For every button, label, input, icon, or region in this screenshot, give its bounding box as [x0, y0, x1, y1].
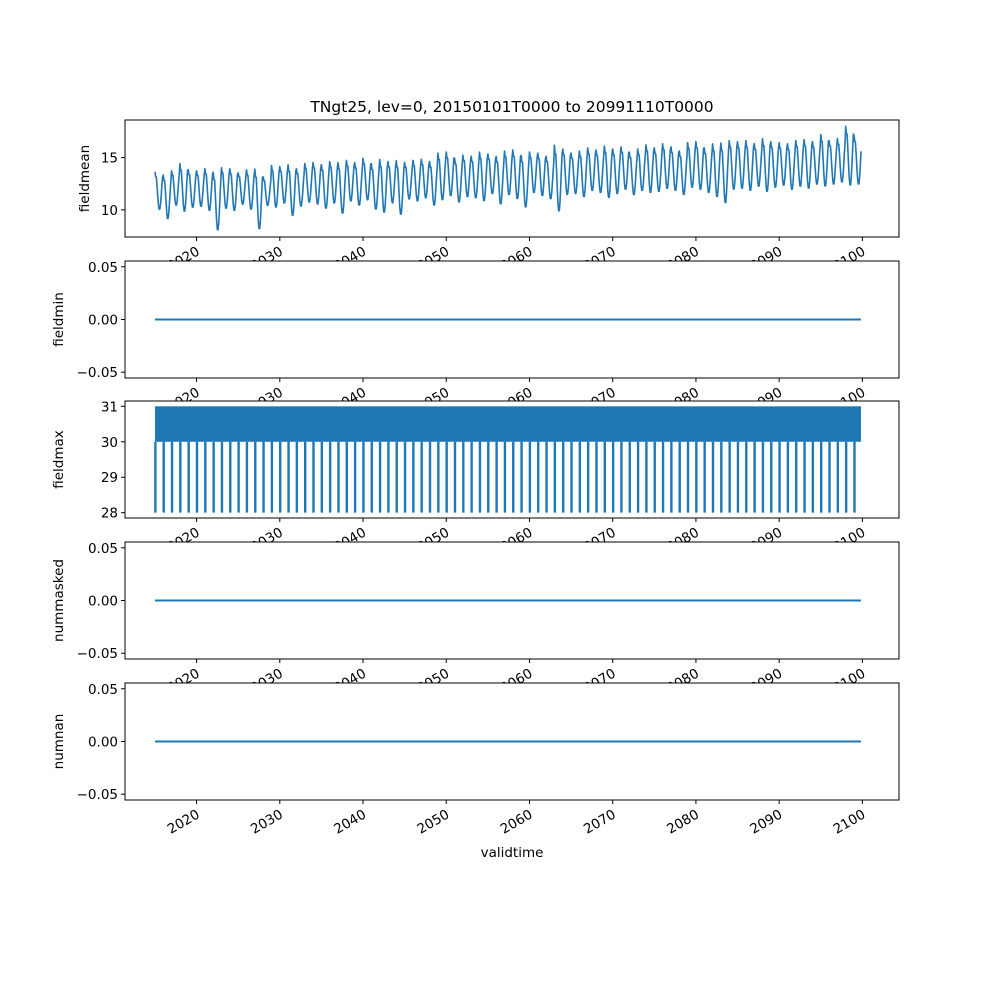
y-tick-label: 29: [101, 470, 118, 486]
y-axis-label: numnan: [51, 714, 67, 770]
y-axis-label: fieldmean: [77, 145, 93, 212]
x-tick-label: 2090: [747, 807, 785, 838]
y-tick-label: 0.05: [88, 541, 118, 557]
y-tick-label: −0.05: [77, 787, 118, 803]
x-tick-label: 2050: [414, 807, 452, 838]
series-line: [154, 125, 862, 231]
x-tick-label: 2020: [165, 807, 203, 838]
y-tick-label: 31: [101, 399, 118, 415]
axes-frame: [124, 400, 900, 519]
x-tick-label: 2100: [831, 807, 869, 838]
axes-frame: [124, 119, 900, 238]
y-tick-label: 0.00: [88, 594, 118, 610]
y-axis-label: fieldmin: [51, 292, 67, 347]
x-tick-label: 2060: [498, 807, 536, 838]
y-tick-label: 0.00: [88, 735, 118, 751]
series-band: [154, 406, 861, 442]
x-tick-label: 2040: [331, 807, 369, 838]
y-tick-label: 0.00: [88, 313, 118, 329]
chart-title: TNgt25, lev=0, 20150101T0000 to 20991110…: [309, 98, 713, 116]
y-tick-label: 30: [101, 435, 118, 451]
panel-numnan: −0.05 0.00 0.05 numnan 2020 2030 2040 2050 2060 2…: [51, 682, 900, 838]
y-tick-label: 15: [101, 151, 118, 167]
y-tick-label: −0.05: [77, 646, 118, 662]
x-tick-label: 2080: [664, 807, 702, 838]
y-tick-label: 0.05: [88, 682, 118, 698]
y-tick-label: −0.05: [77, 365, 118, 381]
y-tick-label: 0.05: [88, 260, 118, 276]
y-axis-label: fieldmax: [51, 430, 67, 489]
y-axis-label: nummasked: [51, 559, 67, 642]
x-tick-label: 2070: [581, 807, 619, 838]
x-tick-label: 2030: [248, 807, 286, 838]
y-tick-label: 28: [101, 506, 118, 522]
x-axis-label: validtime: [481, 845, 544, 861]
y-tick-label: 10: [101, 203, 118, 219]
